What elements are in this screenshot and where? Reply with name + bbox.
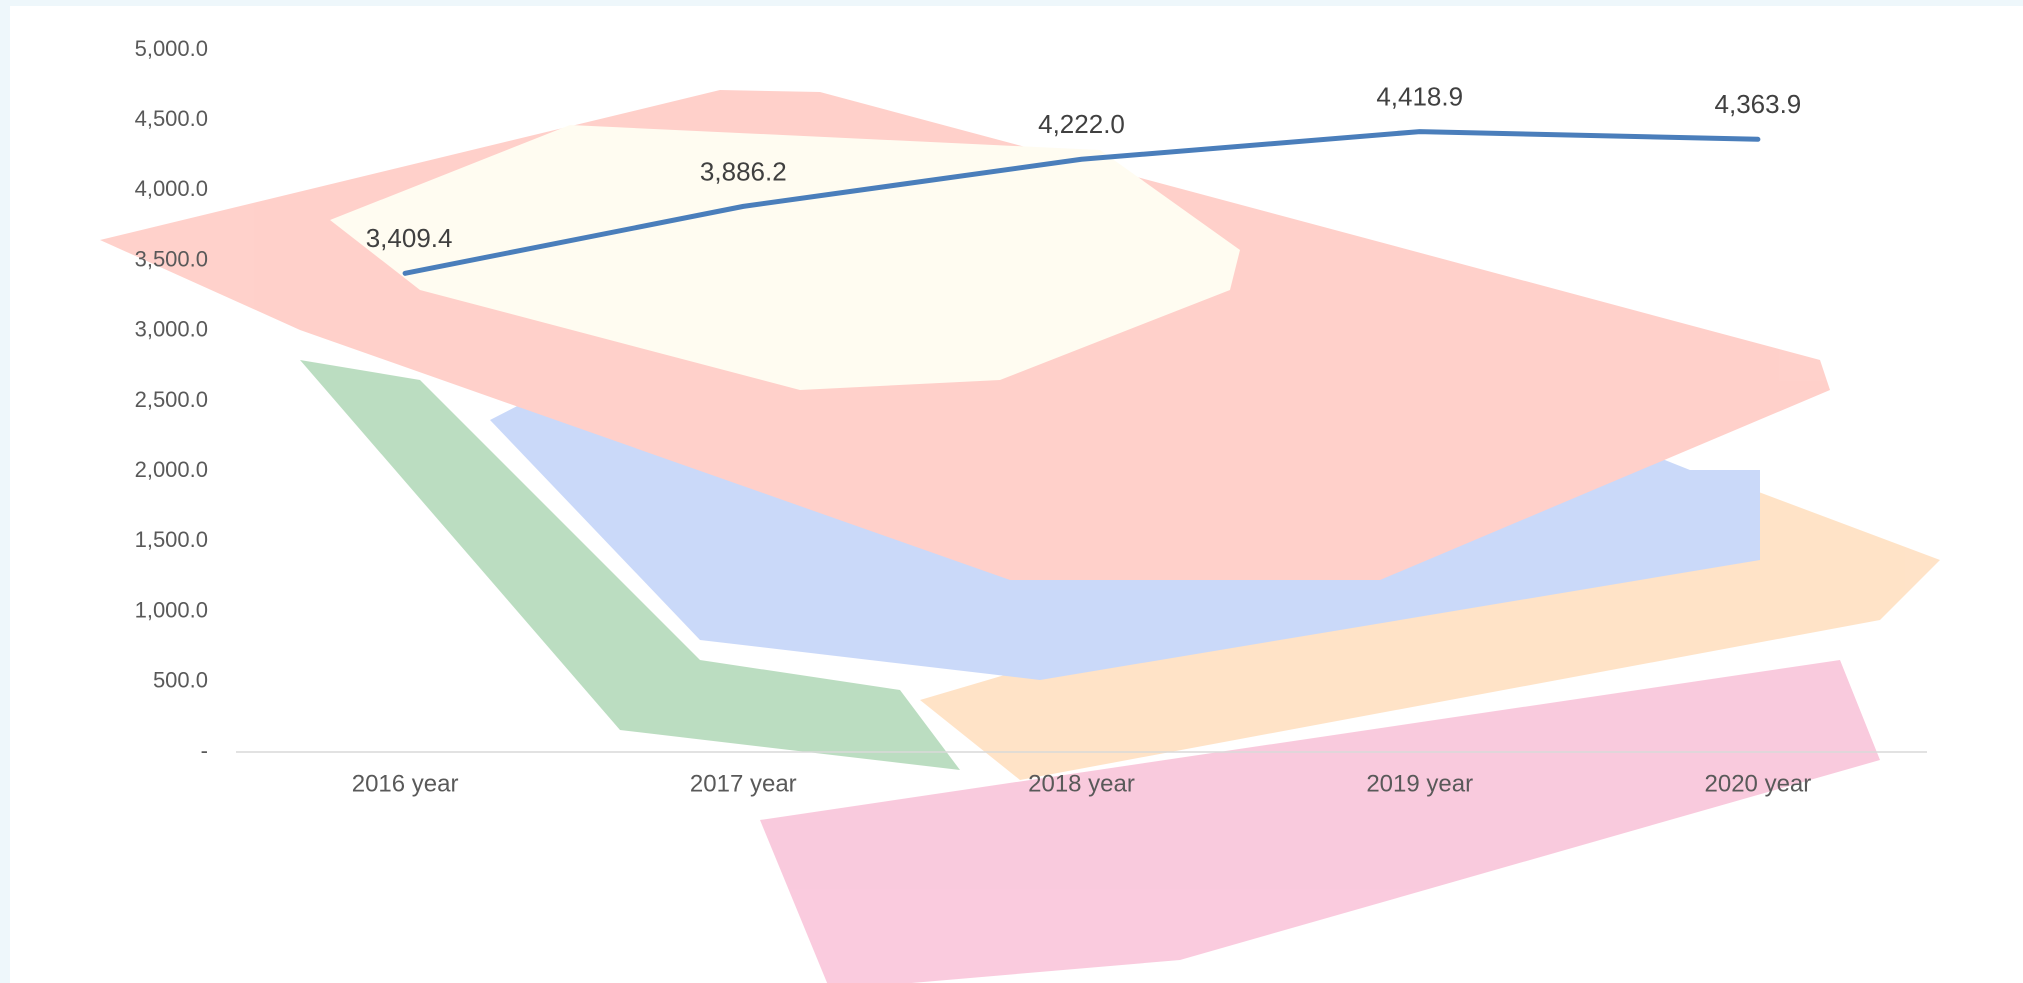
y-tick-label: 500.0 <box>153 668 208 693</box>
x-tick-label: 2017 year <box>690 770 797 797</box>
y-tick-label: 2,500.0 <box>135 387 208 412</box>
data-line <box>402 129 1761 276</box>
value-label: 4,363.9 <box>1715 89 1802 119</box>
card-red <box>100 90 1830 580</box>
x-tick-label: 2018 year <box>1028 770 1135 797</box>
y-tick-label: 5,000.0 <box>135 36 208 61</box>
y-tick-label: 1,000.0 <box>135 597 208 622</box>
card-pink <box>760 660 1880 983</box>
y-tick-label: 3,000.0 <box>135 317 208 342</box>
card-orange <box>920 470 1940 780</box>
card-green <box>300 360 960 770</box>
y-tick-label: 1,500.0 <box>135 527 208 552</box>
value-label: 4,222.0 <box>1038 109 1125 139</box>
value-label: 3,886.2 <box>700 156 787 186</box>
sim-chip <box>330 125 1240 390</box>
x-tick-label: 2016 year <box>352 770 459 797</box>
value-label: 3,409.4 <box>366 223 453 253</box>
y-tick-label: 4,500.0 <box>135 106 208 131</box>
y-tick-label: 2,000.0 <box>135 457 208 482</box>
y-tick-label: - <box>201 738 208 763</box>
x-tick-label: 2020 year <box>1705 770 1812 797</box>
x-tick-label: 2019 year <box>1366 770 1473 797</box>
background-illustration <box>100 90 1940 983</box>
y-tick-label: 3,500.0 <box>135 246 208 271</box>
y-tick-label: 4,000.0 <box>135 176 208 201</box>
value-label: 4,418.9 <box>1376 81 1463 111</box>
card-blue <box>490 180 1760 680</box>
